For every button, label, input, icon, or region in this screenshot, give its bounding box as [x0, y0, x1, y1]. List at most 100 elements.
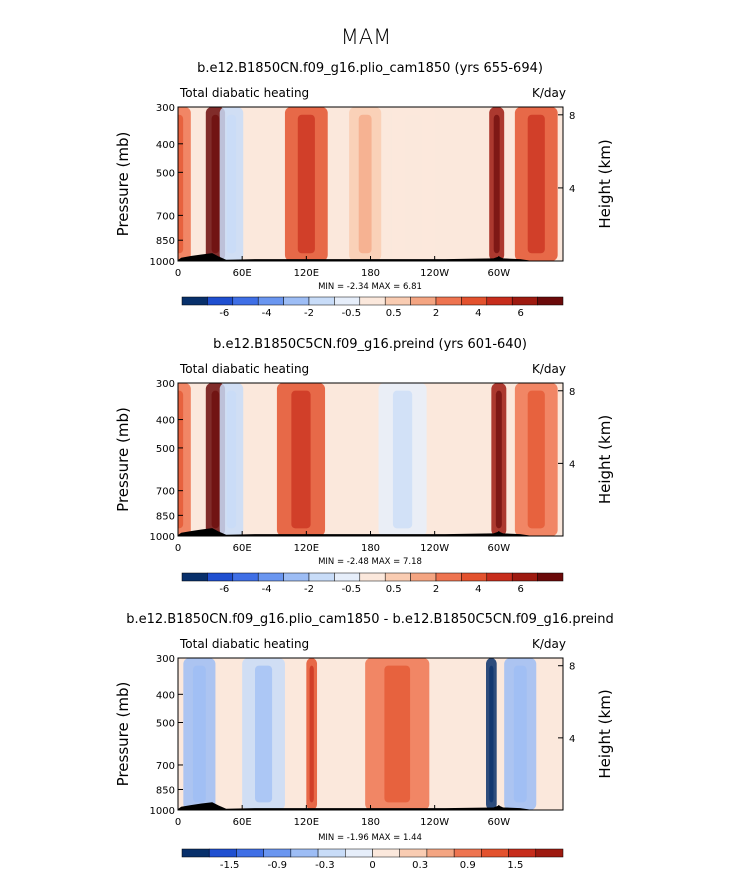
y-tick-label: 300 — [156, 654, 175, 665]
colorbar-swatch — [453, 848, 482, 858]
y-tick-label: 300 — [156, 379, 175, 390]
stats-label: MIN = -2.48 MAX = 7.18 — [318, 557, 422, 567]
panel-title: b.e12.B1850C5CN.f09_g16.preind (yrs 601-… — [213, 337, 527, 352]
colorbar-label: -0.5 — [342, 308, 362, 319]
panel-right-label: K/day — [532, 86, 566, 100]
panel-title: b.e12.B1850CN.f09_g16.plio_cam1850 (yrs … — [197, 61, 543, 76]
x-tick-label: 120E — [294, 268, 319, 279]
colorbar-swatch — [308, 296, 335, 306]
heatmap-core — [527, 390, 545, 529]
colorbar-swatch — [207, 572, 234, 582]
colorbar-swatch — [257, 296, 284, 306]
panel-title: b.e12.B1850CN.f09_g16.plio_cam1850 - b.e… — [126, 612, 614, 627]
colorbar-swatch — [263, 848, 292, 858]
colorbar-swatch — [317, 848, 346, 858]
y-tick-label: 850 — [156, 785, 175, 796]
colorbar-label: 1.5 — [507, 860, 523, 871]
colorbar-swatch — [461, 572, 488, 582]
colorbar-label: -0.9 — [267, 860, 287, 871]
colorbar-label: 0.5 — [386, 308, 402, 319]
heatmap-core — [297, 114, 315, 254]
figure-title: MAM — [341, 25, 392, 49]
heatmap-core — [489, 665, 494, 803]
y-axis-title: Pressure (mb) — [114, 407, 132, 512]
heatmap-core — [358, 114, 372, 254]
y-tick-label: 300 — [156, 103, 175, 114]
colorbar-swatch — [359, 296, 386, 306]
x-tick-label: 60W — [488, 543, 511, 554]
colorbar-swatch — [399, 848, 428, 858]
colorbar-swatch — [511, 572, 538, 582]
colorbar-label: 0.9 — [460, 860, 476, 871]
colorbar-swatch — [486, 296, 513, 306]
heatmap-core — [192, 665, 206, 803]
stats-label: MIN = -1.96 MAX = 1.44 — [318, 833, 422, 843]
y-tick-label: 1000 — [150, 532, 175, 543]
colorbar-label: -6 — [219, 308, 229, 319]
heatmap-core — [495, 390, 502, 529]
colorbar-swatch — [435, 296, 462, 306]
colorbar-swatch — [308, 572, 335, 582]
height-tick-label: 8 — [569, 111, 575, 122]
heatmap-core — [513, 665, 527, 803]
x-tick-label: 0 — [175, 268, 181, 279]
heatmap-core — [211, 114, 220, 254]
y-axis-title: Pressure (mb) — [114, 682, 132, 787]
colorbar-label: -4 — [262, 308, 272, 319]
x-tick-label: 180 — [361, 817, 380, 828]
height-tick-label: 4 — [569, 459, 575, 470]
heatmap-core — [404, 114, 422, 254]
y-tick-label: 850 — [156, 236, 175, 247]
panel-left-label: Total diabatic heating — [179, 637, 309, 651]
colorbar-swatch — [537, 296, 564, 306]
colorbar-swatch — [334, 296, 361, 306]
heatmap-core — [392, 390, 413, 529]
colorbar-label: 2 — [433, 584, 439, 595]
chart-panel-3: b.e12.B1850CN.f09_g16.plio_cam1850 - b.e… — [114, 612, 614, 871]
y-tick-label: 850 — [156, 511, 175, 522]
colorbar-swatch — [359, 572, 386, 582]
x-tick-label: 120W — [420, 543, 449, 554]
colorbar-swatch — [283, 572, 310, 582]
colorbar-label: -6 — [219, 584, 229, 595]
topography — [178, 528, 529, 536]
colorbar-swatch — [257, 572, 284, 582]
height-tick-label: 4 — [569, 184, 575, 195]
colorbar-swatch — [511, 296, 538, 306]
colorbar-swatch — [181, 848, 210, 858]
heatmap-core — [527, 114, 545, 254]
topography — [178, 253, 529, 261]
y-tick-label: 700 — [156, 211, 175, 222]
colorbar-label: 0 — [369, 860, 375, 871]
y-tick-label: 500 — [156, 444, 175, 455]
y-tick-label: 1000 — [150, 257, 175, 268]
colorbar-swatch — [535, 848, 564, 858]
x-tick-label: 60W — [488, 817, 511, 828]
panel-left-label: Total diabatic heating — [179, 362, 309, 376]
stats-label: MIN = -2.34 MAX = 6.81 — [318, 282, 422, 292]
chart-panel-1: b.e12.B1850CN.f09_g16.plio_cam1850 (yrs … — [114, 61, 614, 319]
x-tick-label: 0 — [175, 543, 181, 554]
right-axis-title: Height (km) — [596, 415, 614, 504]
x-tick-label: 60W — [488, 268, 511, 279]
y-tick-label: 400 — [156, 416, 175, 427]
colorbar-swatch — [508, 848, 537, 858]
colorbar-label: -0.5 — [342, 584, 362, 595]
colorbar-swatch — [372, 848, 400, 858]
y-tick-label: 700 — [156, 487, 175, 498]
topography — [178, 802, 529, 810]
x-tick-label: 120E — [294, 543, 319, 554]
y-tick-label: 700 — [156, 761, 175, 772]
colorbar-label: 2 — [433, 308, 439, 319]
y-tick-label: 1000 — [150, 806, 175, 817]
colorbar-swatch — [410, 296, 437, 306]
colorbar-swatch — [232, 296, 259, 306]
colorbar-label: 4 — [475, 308, 481, 319]
heatmap-core — [226, 390, 237, 529]
panel-right-label: K/day — [532, 362, 566, 376]
heatmap-core — [178, 114, 184, 254]
colorbar-label: -2 — [304, 584, 314, 595]
y-tick-label: 500 — [156, 168, 175, 179]
panel-right-label: K/day — [532, 637, 566, 651]
